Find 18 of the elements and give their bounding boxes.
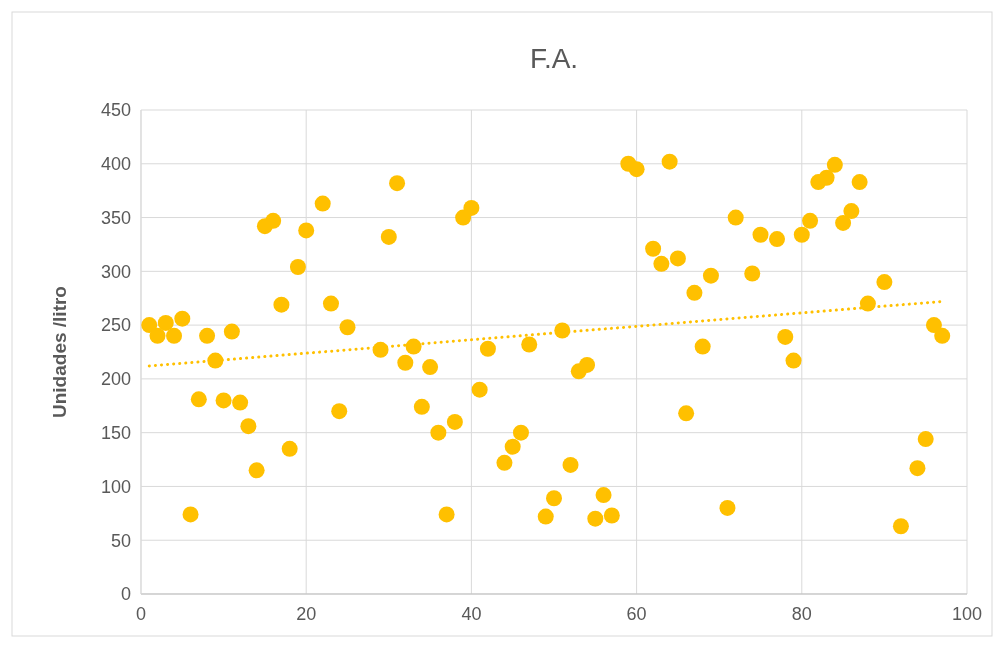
y-tick-label: 50 <box>110 530 131 551</box>
y-tick-label: 300 <box>100 261 131 282</box>
x-tick-label: 60 <box>626 604 647 624</box>
y-tick-label: 400 <box>100 154 131 175</box>
y-axis-title: Unidades /litro <box>49 286 70 418</box>
y-tick-label: 200 <box>100 369 131 390</box>
x-tick-label: 80 <box>791 604 812 624</box>
y-tick-label: 450 <box>100 100 131 121</box>
y-tick-label: 250 <box>100 315 131 336</box>
y-tick-label: 0 <box>120 584 131 605</box>
x-tick-label: 0 <box>135 604 147 624</box>
y-tick-label: 350 <box>100 207 131 228</box>
x-tick-label: 100 <box>951 604 983 624</box>
y-tick-label: 100 <box>100 476 131 497</box>
x-tick-label: 20 <box>296 604 317 624</box>
y-tick-label: 150 <box>100 422 131 443</box>
chart-title: F.A. <box>529 43 579 74</box>
x-tick-label: 40 <box>461 604 482 624</box>
